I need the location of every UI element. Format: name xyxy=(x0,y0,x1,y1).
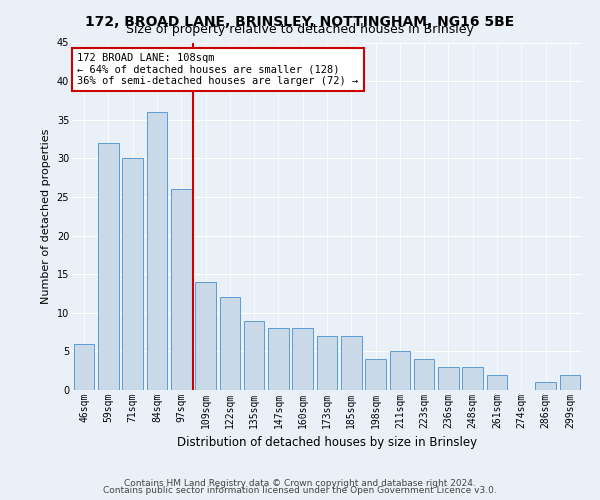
Bar xyxy=(365,359,386,390)
Text: 172 BROAD LANE: 108sqm
← 64% of detached houses are smaller (128)
36% of semi-de: 172 BROAD LANE: 108sqm ← 64% of detached… xyxy=(77,53,358,86)
Bar xyxy=(341,336,362,390)
Bar xyxy=(244,320,265,390)
Bar xyxy=(122,158,143,390)
Bar xyxy=(171,189,191,390)
Bar xyxy=(195,282,216,390)
Bar xyxy=(463,367,483,390)
Text: Contains public sector information licensed under the Open Government Licence v3: Contains public sector information licen… xyxy=(103,486,497,495)
Bar xyxy=(389,352,410,390)
Bar xyxy=(535,382,556,390)
Text: Contains HM Land Registry data © Crown copyright and database right 2024.: Contains HM Land Registry data © Crown c… xyxy=(124,478,476,488)
Bar xyxy=(292,328,313,390)
Bar xyxy=(98,143,119,390)
Bar xyxy=(146,112,167,390)
Text: 172, BROAD LANE, BRINSLEY, NOTTINGHAM, NG16 5BE: 172, BROAD LANE, BRINSLEY, NOTTINGHAM, N… xyxy=(85,15,515,29)
Bar xyxy=(438,367,459,390)
Bar xyxy=(317,336,337,390)
Bar xyxy=(560,374,580,390)
Bar xyxy=(74,344,94,390)
Y-axis label: Number of detached properties: Number of detached properties xyxy=(41,128,51,304)
Text: Size of property relative to detached houses in Brinsley: Size of property relative to detached ho… xyxy=(126,22,474,36)
Bar xyxy=(414,359,434,390)
Bar xyxy=(487,374,508,390)
Bar xyxy=(220,298,240,390)
Bar xyxy=(268,328,289,390)
X-axis label: Distribution of detached houses by size in Brinsley: Distribution of detached houses by size … xyxy=(177,436,477,450)
